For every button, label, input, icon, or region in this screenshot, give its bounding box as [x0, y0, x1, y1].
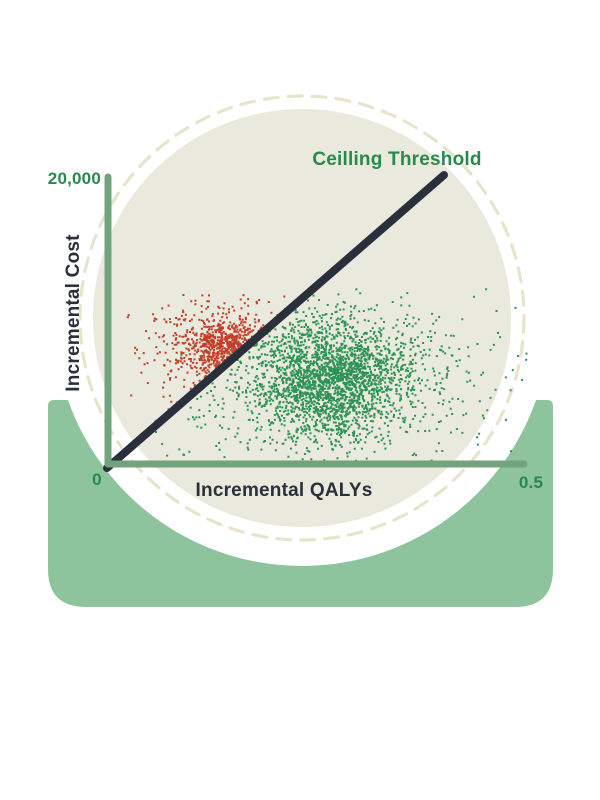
threshold-line — [103, 171, 448, 472]
y-axis-title: Incremental Cost — [63, 234, 84, 392]
threshold-label: Ceilling Threshold — [312, 149, 481, 170]
plot-disc — [93, 109, 511, 527]
scatter-points-green — [155, 288, 528, 462]
scatter-points-red — [126, 294, 286, 422]
y-max-tick-label: 20,000 — [48, 169, 101, 188]
x-axis-title: Incremental QALYs — [196, 480, 373, 501]
x-max-tick-label: 0.5 — [519, 473, 543, 492]
origin-tick-label: 0 — [92, 470, 102, 489]
dashed-ring — [78, 94, 526, 542]
